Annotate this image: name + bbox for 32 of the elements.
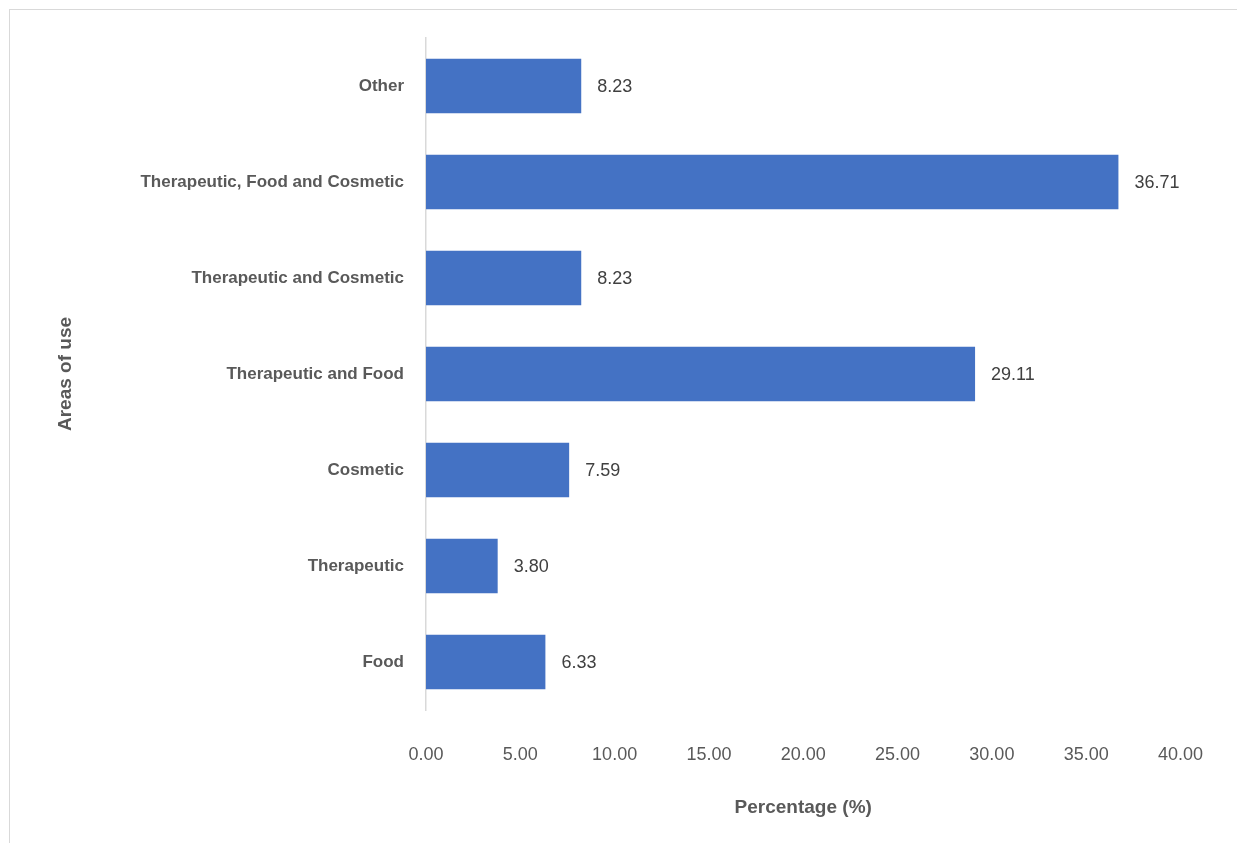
bar (426, 538, 498, 594)
x-tick-label: 25.00 (875, 743, 921, 764)
x-tick-label: 35.00 (1063, 743, 1109, 764)
y-tick-label: Therapeutic and Cosmetic (191, 267, 404, 287)
bar (426, 634, 546, 690)
data-label: 7.59 (585, 459, 621, 480)
x-axis-title: Percentage (%) (734, 795, 872, 817)
bar (426, 250, 582, 306)
x-tick-label: 0.00 (408, 743, 444, 764)
y-tick-label: Other (358, 75, 405, 95)
x-tick-label: 20.00 (780, 743, 826, 764)
y-tick-label: Therapeutic (307, 555, 404, 575)
y-axis-title: Areas of use (53, 316, 75, 432)
bar (426, 154, 1119, 210)
data-label: 8.23 (597, 75, 633, 96)
data-label: 36.71 (1134, 171, 1180, 192)
bar (426, 442, 570, 498)
y-tick-label: Food (362, 651, 404, 671)
y-tick-label: Cosmetic (327, 459, 404, 479)
y-tick-label: Therapeutic and Food (226, 363, 404, 383)
bar (426, 346, 976, 402)
x-tick-label: 5.00 (502, 743, 538, 764)
data-label: 3.80 (513, 555, 549, 576)
x-tick-label: 10.00 (592, 743, 638, 764)
data-label: 29.11 (991, 363, 1035, 384)
data-label: 6.33 (561, 651, 597, 672)
x-tick-label: 40.00 (1157, 743, 1203, 764)
x-tick-label: 15.00 (686, 743, 732, 764)
y-tick-label: Therapeutic, Food and Cosmetic (140, 171, 404, 191)
x-tick-label: 30.00 (969, 743, 1015, 764)
bar (426, 58, 582, 114)
data-label: 8.23 (597, 267, 633, 288)
